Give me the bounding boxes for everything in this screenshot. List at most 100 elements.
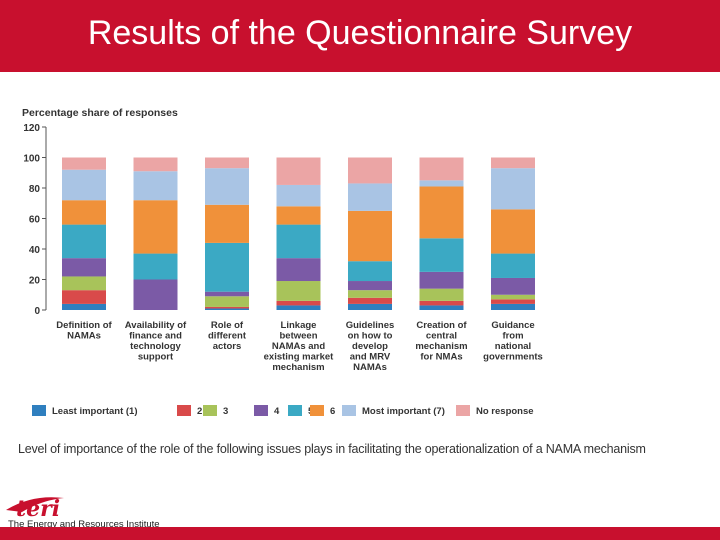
x-tick-label: Guidelines [346, 320, 395, 331]
slide-title: Results of the Questionnaire Survey [87, 14, 633, 52]
bar-segment [491, 253, 535, 278]
bar-segment [348, 157, 392, 184]
legend-label: 6 [330, 406, 335, 417]
x-tick-label: Availability of [125, 320, 187, 331]
bar-segment [419, 157, 464, 181]
legend-label: 4 [274, 406, 280, 417]
bar-segment [491, 299, 535, 304]
x-tick-label: for NMAs [420, 352, 462, 363]
legend-label: 3 [223, 406, 228, 417]
x-tick-label: NAMAs and [272, 341, 326, 352]
legend-swatch [456, 405, 470, 416]
bar-segment [348, 303, 392, 310]
bar-segment [348, 297, 392, 304]
x-tick-label: Definition of [56, 320, 112, 331]
legend-swatch [32, 405, 46, 416]
bar-segment [276, 224, 321, 259]
legend: Least important (1)23456Most important (… [32, 405, 534, 417]
bar-segment [491, 303, 535, 310]
bar-segment [348, 290, 392, 298]
bar-segment [276, 281, 321, 301]
x-tick-label: Linkage [281, 320, 317, 331]
x-tick-label: NAMAs [353, 362, 387, 373]
x-tick-label: mechanism [272, 362, 324, 373]
bars [62, 157, 535, 310]
logo-wordmark: teri [16, 496, 60, 522]
bar-segment [205, 204, 249, 243]
x-tick-label: Guidance [491, 320, 534, 331]
x-tick-label: technology [130, 341, 181, 352]
bar-segment [205, 308, 249, 310]
x-tick-label: between [279, 331, 317, 342]
bottom-bar [0, 527, 720, 540]
x-tick-label: and MRV [350, 352, 391, 363]
legend-swatch [288, 405, 302, 416]
logo-swoosh [6, 497, 64, 512]
bar-segment [419, 305, 464, 310]
bar-segment [133, 200, 178, 254]
y-tick-label: 80 [29, 184, 41, 195]
teri-logo: teri The Energy and Resources Institute [6, 496, 160, 528]
stacked-bar-chart: Percentage share of responses 0 20 40 60 80 1… [22, 107, 543, 417]
x-tick-label: on how to [348, 331, 393, 342]
bar-segment [133, 253, 178, 280]
bar-segment [62, 276, 106, 291]
bar-segment [419, 300, 464, 306]
bar-segment [348, 210, 392, 262]
bar-segment [491, 168, 535, 210]
bar-segment [348, 281, 392, 291]
x-tick-label: Role of [211, 320, 244, 331]
y-axis: 0 20 40 60 80 100 120 [23, 123, 47, 317]
legend-swatch [203, 405, 217, 416]
x-tick-label: central [426, 331, 457, 342]
bar-segment [133, 279, 178, 310]
x-tick-label: different [208, 331, 247, 342]
bar-segment [62, 258, 106, 277]
x-tick-label: actors [213, 341, 242, 352]
bar-segment [62, 157, 106, 170]
bar-segment [205, 296, 249, 307]
bar-segment [348, 183, 392, 211]
title-bar [0, 0, 720, 72]
y-tick-label: 40 [29, 245, 41, 256]
bar-segment [133, 171, 178, 201]
bar-segment [62, 290, 106, 304]
bar-segment [276, 305, 321, 310]
bar-segment [419, 271, 464, 289]
bar-segment [62, 169, 106, 201]
y-axis-label: Percentage share of responses [22, 107, 178, 119]
bar-segment [348, 261, 392, 282]
legend-swatch [342, 405, 356, 416]
y-tick-label: 20 [29, 276, 41, 287]
x-tick-label: from [502, 331, 523, 342]
x-tick-label: finance and [129, 331, 182, 342]
bar-segment [205, 306, 249, 309]
bar-segment [491, 294, 535, 300]
bar-segment [62, 200, 106, 225]
bar-segment [205, 157, 249, 169]
bar-segment [205, 168, 249, 205]
bar-segment [419, 186, 464, 239]
legend-label: Least important (1) [52, 406, 138, 417]
bar-segment [276, 258, 321, 282]
legend-swatch [310, 405, 324, 416]
bar-segment [491, 277, 535, 295]
bar-segment [133, 157, 178, 172]
y-tick-label: 60 [29, 215, 41, 226]
x-tick-label: NAMAs [67, 331, 101, 342]
bar-segment [419, 288, 464, 301]
bar-segment [276, 300, 321, 306]
x-tick-label: mechanism [415, 341, 467, 352]
legend-label: No response [476, 406, 534, 417]
bar-segment [276, 206, 321, 225]
legend-label: Most important (7) [362, 406, 445, 417]
bar-segment [276, 184, 321, 207]
x-tick-label: national [495, 341, 531, 352]
x-tick-label: Creation of [416, 320, 467, 331]
y-tick-label: 0 [34, 306, 40, 317]
bar-segment [276, 157, 321, 185]
bar-segment [491, 157, 535, 169]
bar-segment [419, 238, 464, 272]
bar-segment [205, 242, 249, 292]
